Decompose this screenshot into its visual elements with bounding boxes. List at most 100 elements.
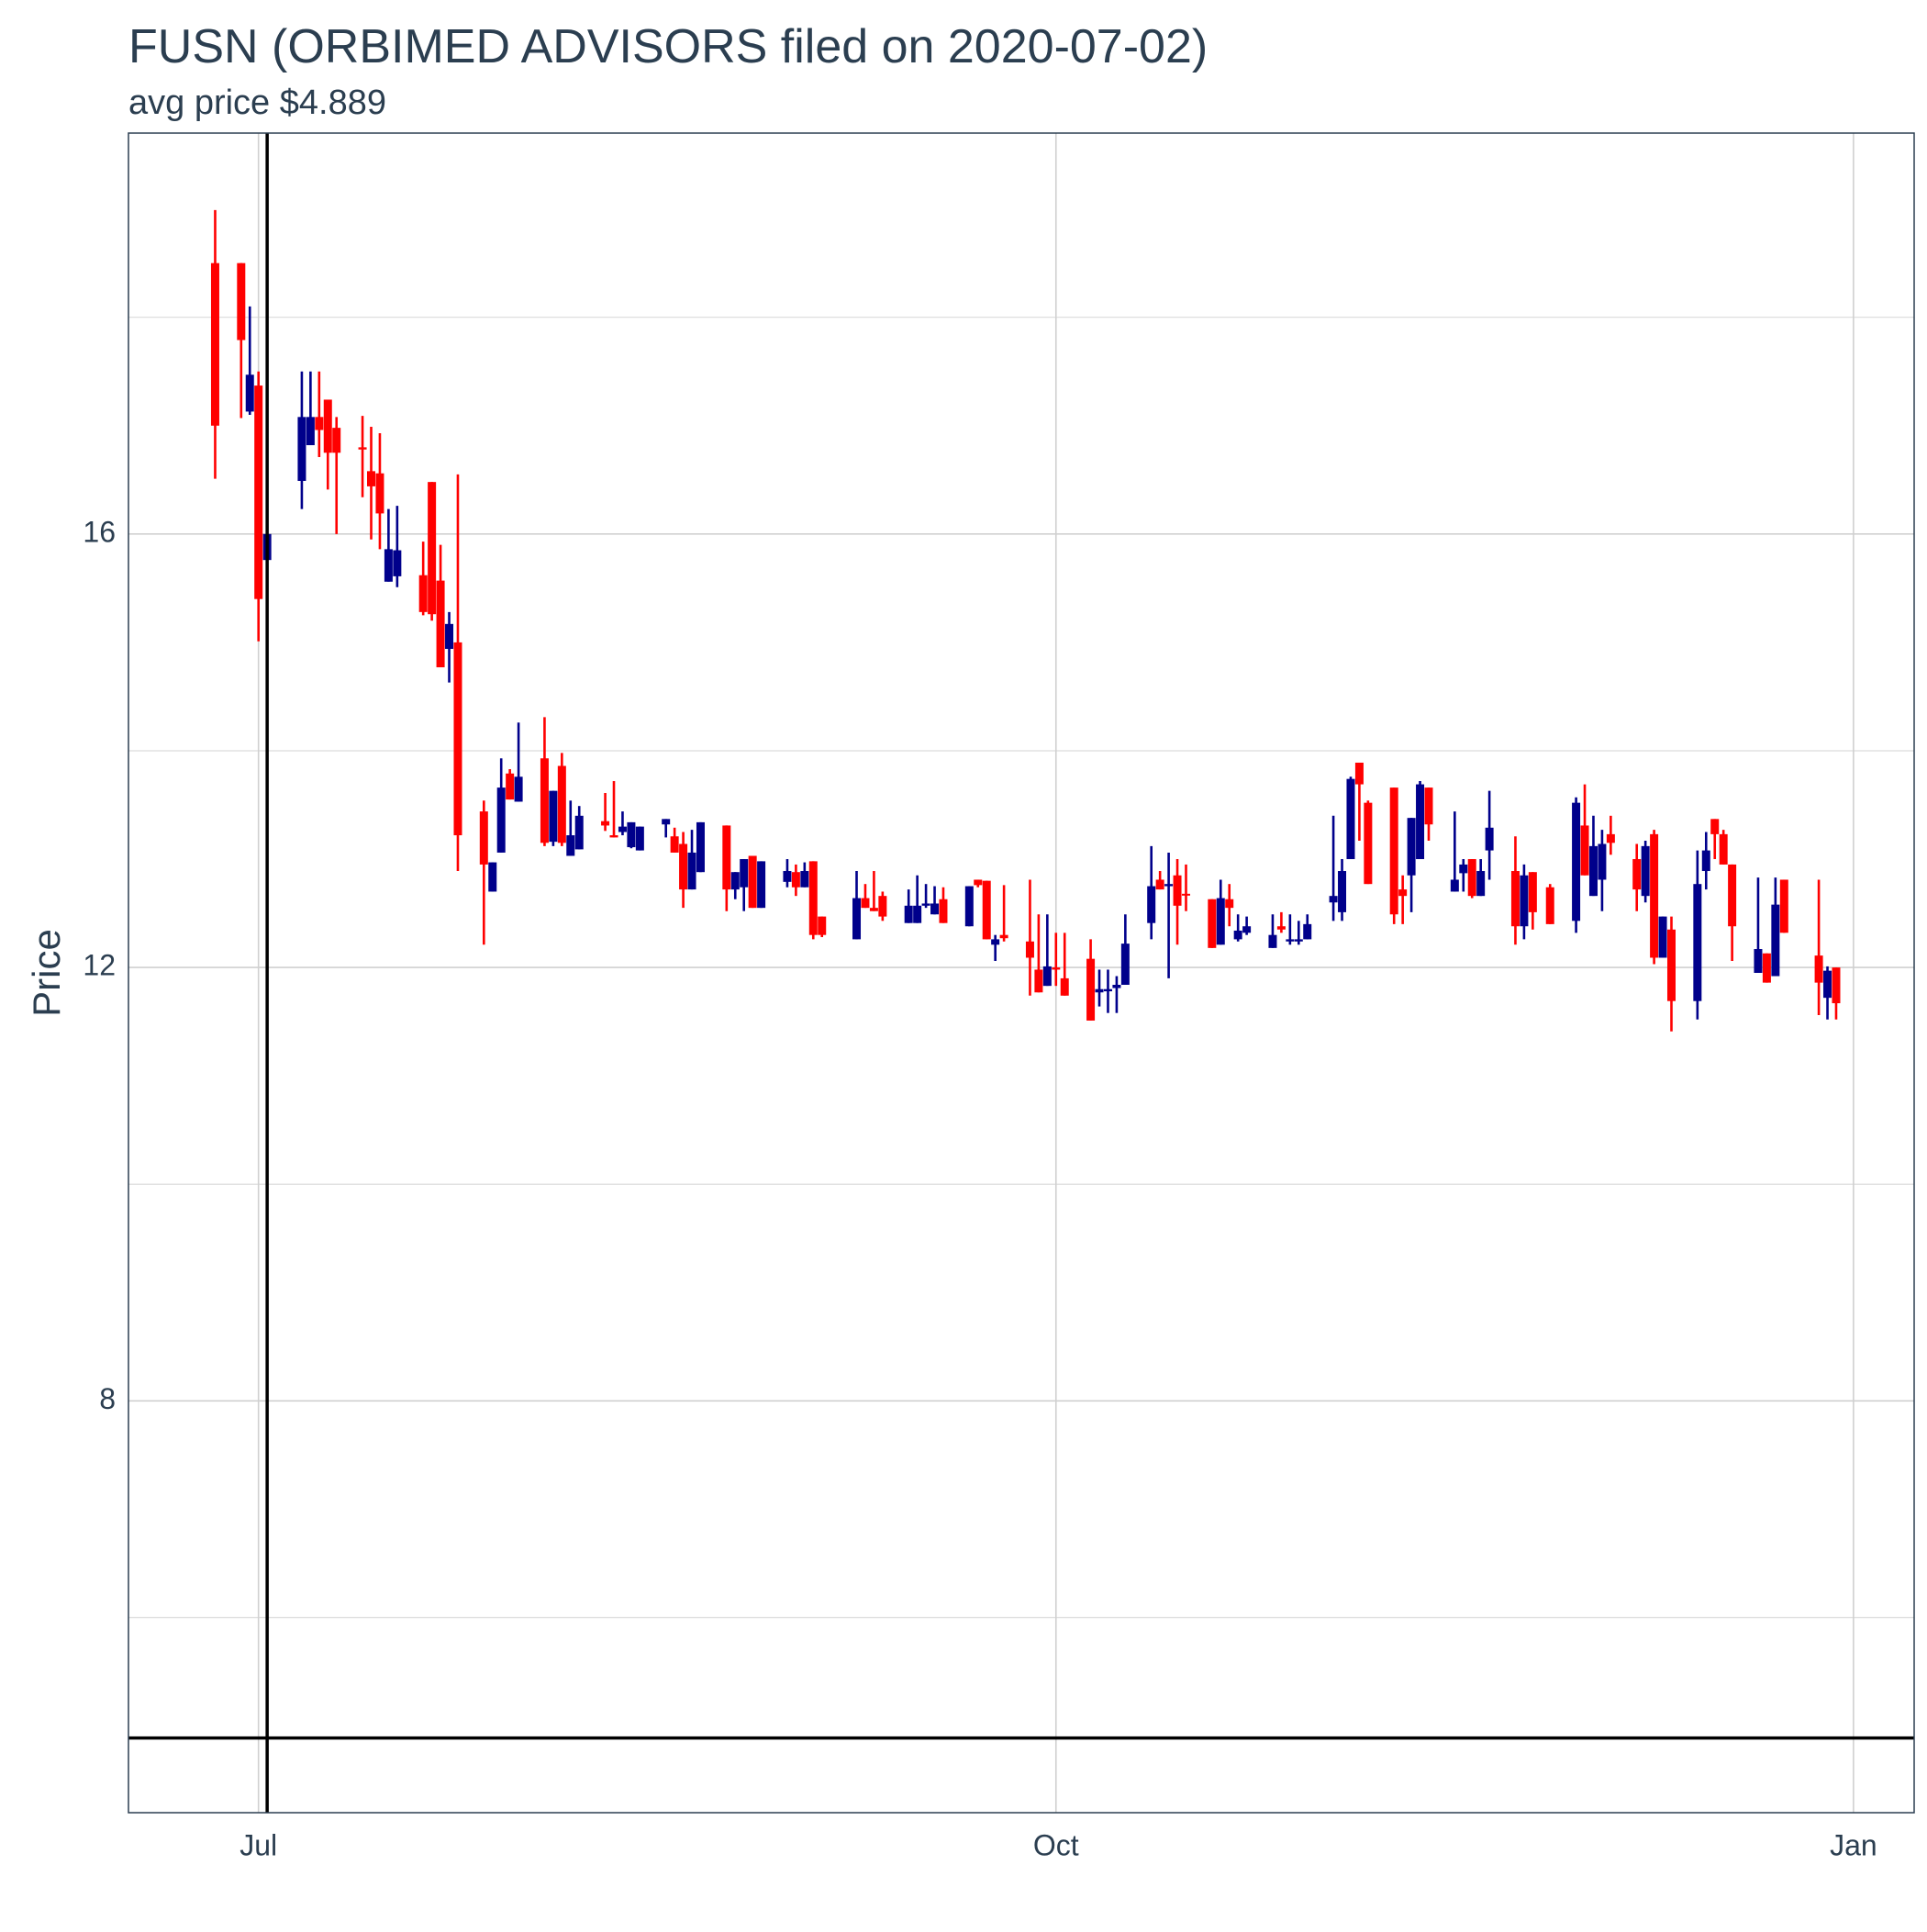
plot-marks: [210, 209, 1841, 1032]
candle-body: [1424, 787, 1433, 825]
candle-body: [679, 843, 688, 890]
candle-body: [991, 939, 1000, 945]
candle-body: [1225, 899, 1234, 909]
candle-body: [757, 861, 766, 909]
candle-body: [1666, 929, 1676, 1001]
tick-labels: 8 12 16 Jul Oct Jan: [83, 515, 1877, 1861]
candle-body: [869, 908, 878, 911]
candle-body: [358, 447, 367, 450]
candle-body: [549, 790, 558, 843]
candle-body: [818, 916, 827, 935]
candle-body: [367, 471, 376, 486]
chart-title: FUSN (ORBIMED ADVISORS filed on 2020-07-…: [128, 20, 1208, 73]
candle-body: [1762, 953, 1771, 983]
candle-body: [1545, 887, 1554, 924]
candle-body: [783, 871, 792, 882]
y-tick-label: 12: [83, 949, 116, 982]
candle-body: [436, 580, 445, 668]
candle-body: [1025, 941, 1034, 958]
candle-body: [740, 859, 749, 888]
candle-body: [609, 835, 618, 838]
candle-body: [1572, 802, 1581, 921]
candle-body: [1416, 784, 1425, 860]
candle-body: [1641, 845, 1650, 897]
candle-body: [1588, 845, 1598, 897]
candle-body: [930, 903, 940, 915]
candle-body: [964, 886, 974, 927]
candle-body: [453, 642, 462, 836]
candle-body: [488, 862, 497, 892]
candle-body: [1719, 833, 1728, 865]
candle-body: [921, 903, 930, 906]
candle-body: [254, 385, 263, 599]
candle-body: [1510, 871, 1520, 927]
candle-body: [1095, 988, 1104, 993]
candle-body: [1467, 859, 1476, 897]
candle-body: [1354, 762, 1364, 785]
candle-body: [913, 905, 922, 923]
candle-body: [1338, 871, 1347, 912]
candle-body: [384, 549, 393, 582]
candle-body: [506, 773, 515, 800]
candle-body: [1294, 939, 1303, 942]
candle-body: [1276, 926, 1286, 930]
x-tick-label: Jul: [239, 1828, 277, 1861]
candle-body: [1632, 859, 1642, 890]
candle-body: [1329, 896, 1338, 903]
candle-body: [540, 758, 549, 843]
candle-body: [687, 852, 696, 890]
candle-body: [722, 825, 731, 890]
candle-body: [428, 482, 437, 615]
candle-body: [566, 835, 575, 856]
candle-body: [574, 815, 584, 850]
candle-body: [852, 898, 862, 940]
candle-body: [1598, 843, 1607, 880]
candle-body: [1242, 926, 1252, 933]
candle-body: [445, 623, 454, 649]
candle-body: [1710, 819, 1720, 834]
candle-body: [1779, 879, 1788, 933]
candle-body: [479, 811, 488, 865]
candle-body: [627, 821, 636, 848]
candle-body: [1528, 872, 1537, 912]
candle-body: [496, 787, 506, 853]
candle-body: [748, 855, 757, 909]
candle-body: [1823, 970, 1832, 999]
candle-body: [939, 899, 948, 923]
candle-body: [1286, 939, 1295, 942]
candle-body: [808, 861, 818, 935]
candle-body: [375, 473, 384, 514]
candle-body: [974, 879, 983, 886]
candle-body: [982, 880, 991, 940]
grid: [128, 133, 1914, 1813]
candle-body: [297, 417, 306, 481]
y-tick-label: 8: [99, 1382, 116, 1415]
candle-body: [1112, 984, 1121, 988]
candle-body: [1268, 934, 1277, 948]
candle-body: [1060, 977, 1069, 996]
candle-body: [1173, 875, 1182, 906]
candle-body: [1042, 966, 1052, 987]
reference-lines: [128, 133, 1914, 1813]
candle-body: [1701, 850, 1710, 872]
candle-body: [1606, 833, 1615, 843]
candle-body: [1450, 879, 1459, 892]
candle-body: [635, 826, 644, 851]
x-tick-label: Oct: [1033, 1828, 1079, 1861]
candle-body: [1459, 864, 1468, 874]
candle-body: [557, 765, 566, 843]
candle-body: [1364, 802, 1373, 885]
candle-body: [210, 262, 219, 426]
candle-body: [1155, 879, 1164, 890]
candle-body: [800, 871, 809, 888]
candle-body: [730, 872, 740, 890]
candle-body: [1208, 899, 1217, 948]
candle-body: [1216, 898, 1225, 945]
candle-body: [601, 821, 610, 826]
candle-body: [1814, 955, 1823, 983]
candle-body: [904, 905, 913, 923]
candle-body: [1398, 889, 1408, 897]
candle-body: [1580, 825, 1589, 876]
